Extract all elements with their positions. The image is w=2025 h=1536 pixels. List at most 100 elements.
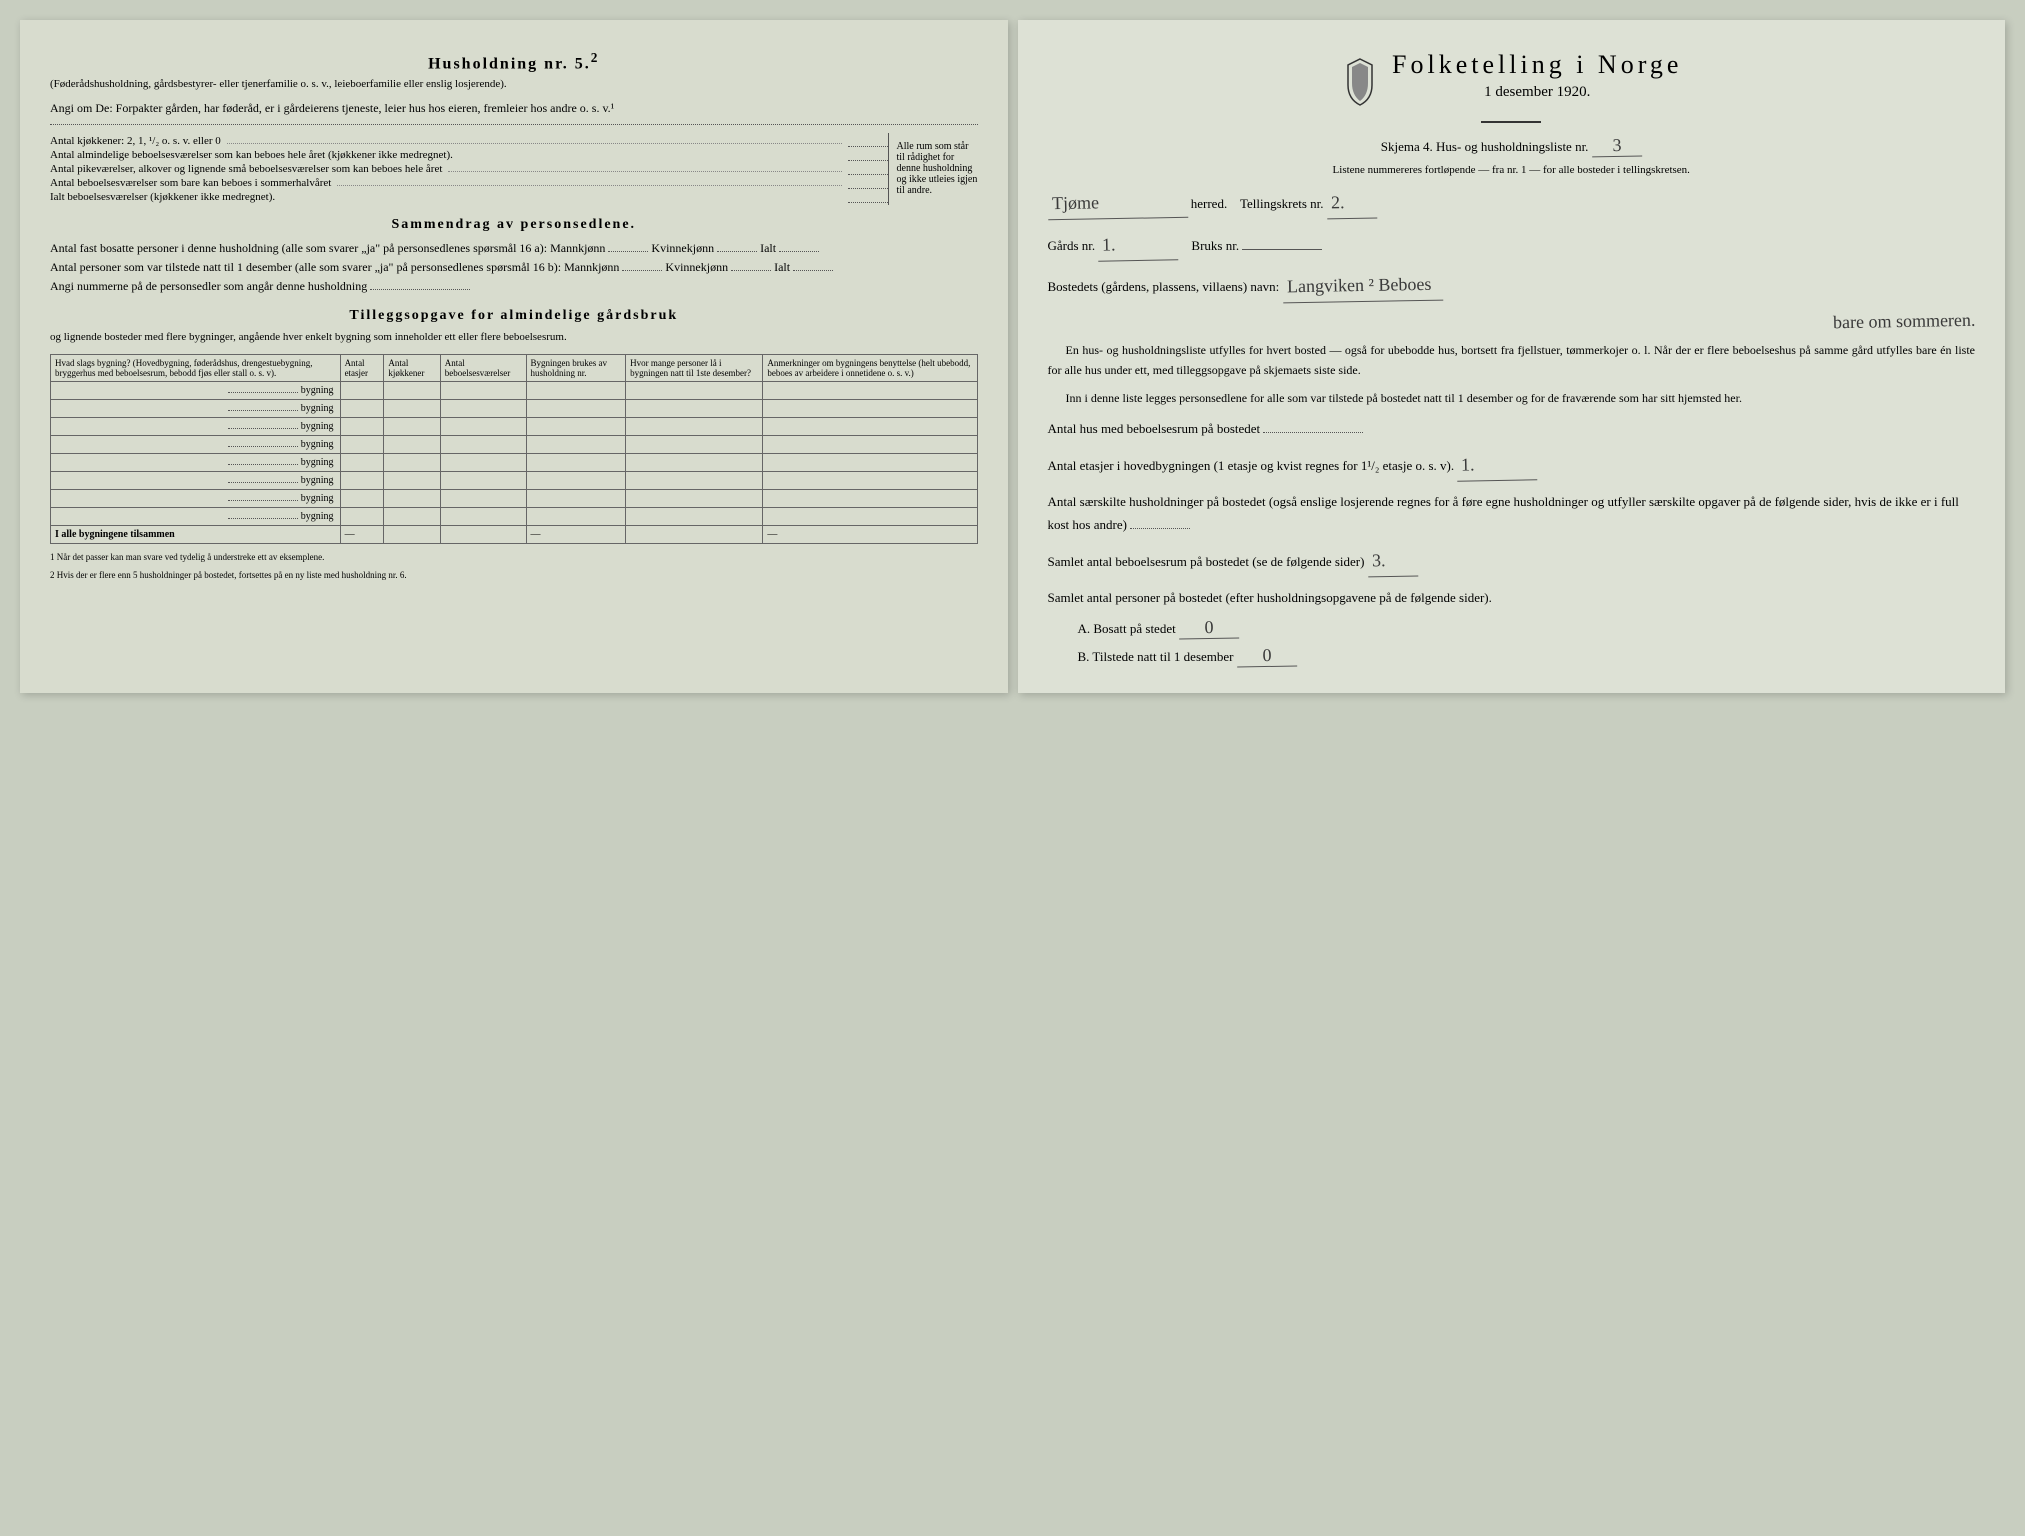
fill	[779, 251, 819, 252]
census-date: 1 desember 1920.	[1392, 84, 1682, 101]
h5-subtitle: (Føderådshusholdning, gårdsbestyrer- ell…	[50, 77, 978, 92]
census-title: Folketelling i Norge	[1392, 50, 1682, 80]
tellingskrets-label: Tellingskrets nr.	[1240, 196, 1324, 211]
summary-ialt: Ialt	[760, 241, 776, 255]
brace-note: Alle rum som står til rådighet for denne…	[888, 133, 978, 205]
gards-row: Gårds nr. 1. Bruks nr.	[1048, 228, 1976, 261]
q-samlet-rum: Samlet antal beboelsesrum på bostedet (s…	[1048, 544, 1976, 577]
footnote-1: 1 Når det passer kan man svare ved tydel…	[50, 552, 978, 562]
row-label: bygning	[301, 511, 334, 522]
summary-line-1: Antal fast bosatte personer i denne hush…	[50, 239, 978, 258]
th-3: Antal beboelsesværelser	[440, 354, 526, 381]
row-label: bygning	[301, 493, 334, 504]
title-divider	[1481, 121, 1541, 123]
q-etasjer-value: 1.	[1457, 447, 1538, 482]
coat-of-arms-icon	[1340, 57, 1380, 107]
dots	[227, 135, 842, 144]
bosted-row: Bostedets (gårdens, plassens, villaens) …	[1048, 269, 1976, 302]
table-row: bygning	[51, 471, 978, 489]
herred-label: herred.	[1191, 196, 1227, 211]
tillegg-title: Tilleggsopgave for almindelige gårdsbruk	[50, 308, 978, 324]
summary-title: Sammendrag av personsedlene.	[50, 217, 978, 233]
listene-note: Listene nummereres fortløpende — fra nr.…	[1048, 163, 1976, 178]
q-samlet-pers: Samlet antal personer på bostedet (efter…	[1048, 586, 1976, 609]
answer-a: A. Bosatt på stedet 0	[1078, 617, 1976, 639]
fill	[731, 270, 771, 271]
fill	[228, 500, 298, 501]
kitchen-line: Antal kjøkkener: 2, 1, ¹/₂ o. s. v. elle…	[50, 135, 888, 147]
dots	[337, 177, 841, 186]
room-text-4: Ialt beboelsesværelser (kjøkkener ikke m…	[50, 191, 275, 203]
summary-line-3: Angi nummerne på de personsedler som ang…	[50, 277, 978, 296]
answer-b-label: B. Tilstede natt til 1 desember	[1078, 649, 1234, 664]
th-2: Antal kjøkkener	[384, 354, 440, 381]
answer-b-value: 0	[1237, 645, 1297, 668]
kitchen-text: Antal kjøkkener: 2, 1, ¹/₂ o. s. v. elle…	[50, 135, 221, 147]
fill	[228, 464, 298, 465]
fill	[608, 251, 648, 252]
dots	[448, 163, 841, 172]
room-text-3: Antal beboelsesværelser som bare kan beb…	[50, 177, 331, 189]
row-label: bygning	[301, 457, 334, 468]
table-row: bygning	[51, 453, 978, 471]
table-body: bygning bygning bygning bygning bygning …	[51, 381, 978, 543]
table-row: bygning	[51, 435, 978, 453]
dotted-rule	[50, 124, 978, 125]
room-line-3: Antal beboelsesværelser som bare kan beb…	[50, 177, 888, 189]
instructions-para-1: En hus- og husholdningsliste utfylles fo…	[1048, 340, 1976, 381]
q-hushold-label: Antal særskilte husholdninger på bostede…	[1048, 494, 1959, 532]
gards-label: Gårds nr.	[1048, 238, 1096, 253]
fill	[370, 289, 470, 290]
bosted-value: Langviken ² Beboes	[1282, 268, 1443, 304]
room-text-2: Antal pikeværelser, alkover og lignende …	[50, 163, 442, 175]
row-label: bygning	[301, 439, 334, 450]
q-etasjer: Antal etasjer i hovedbygningen (1 etasje…	[1048, 448, 1976, 481]
gards-value: 1.	[1098, 227, 1179, 262]
room-line-4: Ialt beboelsesværelser (kjøkkener ikke m…	[50, 191, 888, 203]
room-text-1: Antal almindelige beboelsesværelser som …	[50, 149, 453, 161]
summary-line-2: Antal personer som var tilstede natt til…	[50, 258, 978, 277]
h5-title-text: Husholdning nr. 5.	[428, 55, 591, 72]
summary-kv: Kvinnekjønn	[651, 241, 714, 255]
fill	[848, 163, 888, 175]
schema-line: Skjema 4. Hus- og husholdningsliste nr. …	[1048, 135, 1976, 157]
summary-l1-text: Antal fast bosatte personer i denne hush…	[50, 241, 605, 255]
fill	[228, 410, 298, 411]
bosted-label: Bostedets (gårdens, plassens, villaens) …	[1048, 279, 1280, 294]
bruks-label: Bruks nr.	[1191, 238, 1239, 253]
row-label: bygning	[301, 385, 334, 396]
q-etasjer-label: Antal etasjer i hovedbygningen (1 etasje…	[1048, 458, 1455, 473]
fill	[848, 191, 888, 203]
schema-label: Skjema 4. Hus- og husholdningsliste nr.	[1381, 139, 1589, 154]
fill	[622, 270, 662, 271]
table-row: bygning	[51, 489, 978, 507]
summary-ialt2: Ialt	[774, 260, 790, 274]
th-1: Antal etasjer	[340, 354, 384, 381]
fill	[228, 518, 298, 519]
instructions-para-2: Inn i denne liste legges personsedlene f…	[1048, 388, 1976, 408]
row-label: bygning	[301, 421, 334, 432]
summary-kv2: Kvinnekjønn	[665, 260, 728, 274]
q-hushold: Antal særskilte husholdninger på bostede…	[1048, 490, 1976, 537]
right-page: Folketelling i Norge 1 desember 1920. Sk…	[1018, 20, 2006, 693]
room-line-2: Antal pikeværelser, alkover og lignende …	[50, 163, 888, 175]
fill	[1130, 528, 1190, 529]
fill	[848, 149, 888, 161]
herred-value: Tjøme	[1047, 185, 1188, 221]
fill	[1263, 432, 1363, 433]
table-head: Hvad slags bygning? (Hovedbygning, føder…	[51, 354, 978, 381]
bosted-row-2: bare om sommeren.	[1048, 311, 1976, 332]
table-row: bygning	[51, 507, 978, 525]
th-0: Hvad slags bygning? (Hovedbygning, føder…	[51, 354, 341, 381]
answer-a-label: A. Bosatt på stedet	[1078, 621, 1176, 636]
fill	[793, 270, 833, 271]
q-hus: Antal hus med beboelsesrum på bostedet	[1048, 417, 1976, 440]
left-page: Husholdning nr. 5.2 (Føderådshusholdning…	[20, 20, 1008, 693]
table-row: bygning	[51, 399, 978, 417]
h5-title: Husholdning nr. 5.2	[50, 50, 978, 73]
room-lines: Antal kjøkkener: 2, 1, ¹/₂ o. s. v. elle…	[50, 133, 888, 205]
total-label: I alle bygningene tilsammen	[55, 529, 175, 540]
q-samlet-rum-label: Samlet antal beboelsesrum på bostedet (s…	[1048, 554, 1365, 569]
table-total-row: I alle bygningene tilsammen———	[51, 525, 978, 543]
q-samlet-rum-value: 3.	[1367, 544, 1418, 578]
